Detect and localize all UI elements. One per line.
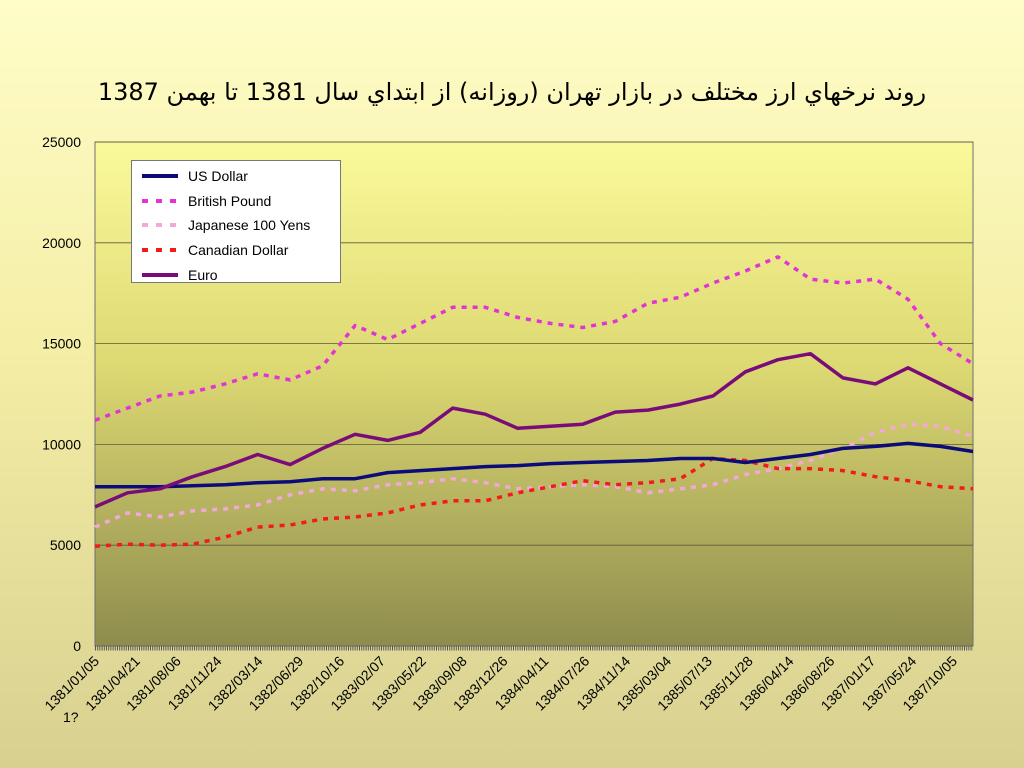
y-tick-label: 0	[73, 638, 81, 654]
slide-title: روند نرخهاي ارز مختلف در بازار تهران (رو…	[97, 78, 927, 106]
legend-label: Euro	[188, 266, 218, 283]
legend-swatch-british-pound	[140, 195, 180, 207]
y-tick-label: 25000	[42, 134, 81, 150]
legend-label: Canadian Dollar	[188, 242, 289, 259]
y-tick-label: 10000	[42, 436, 81, 452]
series-line-british-pound	[94, 255, 974, 422]
legend-item-british-pound: British Pound	[140, 189, 340, 214]
legend-swatch-euro	[140, 269, 180, 281]
series-line-euro	[94, 351, 974, 509]
legend-item-japanese-yen: Japanese 100 Yens	[140, 213, 340, 238]
x-extra-label: 1?	[63, 709, 79, 725]
legend-item-canadian-dollar: Canadian Dollar	[140, 238, 340, 263]
legend-item-euro: Euro	[140, 262, 340, 287]
y-tick-label: 5000	[50, 537, 81, 553]
legend-label: British Pound	[188, 192, 272, 209]
y-tick-label: 20000	[42, 235, 81, 251]
legend-swatch-us-dollar	[140, 170, 180, 182]
legend-swatch-japanese-yen	[140, 219, 180, 231]
legend-label: Japanese 100 Yens	[188, 217, 311, 234]
legend-swatch-canadian-dollar	[140, 244, 180, 256]
y-tick-label: 15000	[42, 336, 81, 352]
series-line-us-dollar	[94, 441, 974, 489]
legend-label: US Dollar	[188, 168, 248, 185]
series-line-canadian-dollar	[94, 456, 974, 548]
chart-legend: US Dollar British Pound Japanese 100 Yen…	[131, 160, 341, 283]
legend-item-us-dollar: US Dollar	[140, 164, 340, 189]
